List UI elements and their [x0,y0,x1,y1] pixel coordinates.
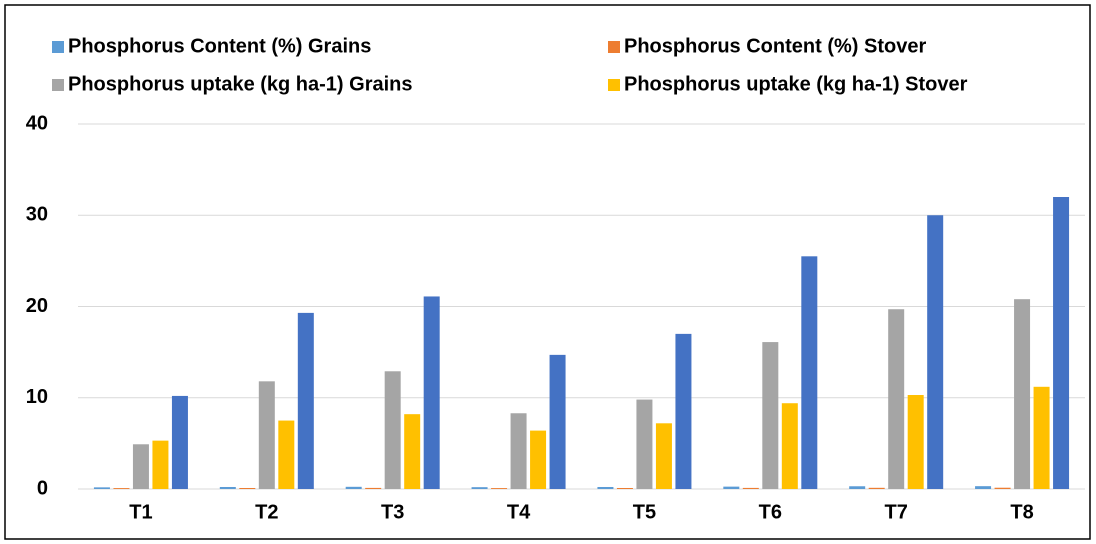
bar [278,420,295,489]
bar [1053,197,1070,489]
bar [152,440,169,489]
bar [404,414,421,489]
bar [171,395,188,489]
bar [1014,299,1031,489]
x-tick-label: T6 [759,501,782,523]
bar [510,413,527,489]
bar [868,487,885,489]
legend-label: Phosphorus Content (%) Stover [624,35,926,57]
bar [549,354,566,489]
legend-label: Phosphorus Content (%) Grains [68,35,371,57]
bar [239,487,256,489]
bar [801,256,818,489]
bar [132,444,149,489]
bar [597,486,614,489]
bar [994,487,1011,489]
bar [423,296,440,489]
bar [888,309,905,489]
bar [219,486,236,489]
legend-label: Phosphorus uptake (kg ha-1) Grains [68,73,413,95]
bar [655,423,672,489]
bar [616,487,633,489]
y-tick-label: 10 [26,386,48,408]
bar [975,486,992,489]
bar [636,399,653,489]
legend-swatch [52,41,64,53]
x-tick-label: T8 [1010,501,1033,523]
legend-swatch [608,41,620,53]
bar [258,381,275,489]
bar [297,312,314,489]
x-tick-label: T3 [381,501,404,523]
bar [491,488,508,489]
bar [113,488,130,489]
bar [723,486,740,489]
bar [927,215,944,489]
bar [1033,386,1050,489]
bar [907,395,924,489]
bar [849,486,866,489]
legend-label: Phosphorus uptake (kg ha-1) Stover [624,73,968,95]
bar [530,430,547,489]
bar [675,333,692,489]
x-tick-label: T1 [129,501,152,523]
x-tick-label: T5 [633,501,656,523]
legend-swatch [608,79,620,91]
bar [742,487,759,489]
x-tick-label: T4 [507,501,531,523]
legend-swatch [52,79,64,91]
bar [471,487,488,489]
bar [781,403,798,489]
bar [345,486,362,489]
bar [93,487,110,489]
y-tick-label: 40 [26,112,48,134]
bar [762,342,779,489]
x-tick-label: T2 [255,501,278,523]
y-tick-label: 30 [26,204,48,226]
bar [384,371,401,489]
y-tick-label: 0 [37,477,48,499]
y-tick-label: 20 [26,295,48,317]
x-tick-label: T7 [885,501,908,523]
bar [365,487,382,489]
